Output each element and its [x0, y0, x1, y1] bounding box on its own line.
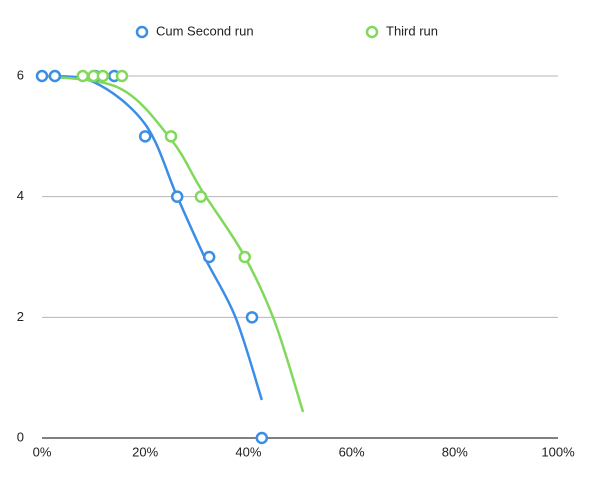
point — [35, 69, 49, 83]
x-tick-label: 80% — [442, 444, 468, 459]
point — [170, 190, 184, 203]
point — [194, 190, 208, 203]
x-tick-label: 60% — [339, 444, 365, 459]
y-tick-label: 2 — [17, 309, 24, 324]
point — [76, 69, 90, 83]
point — [96, 69, 110, 83]
y-tick-label: 4 — [17, 188, 24, 203]
legend-marker — [135, 25, 149, 39]
x-tick-label: 20% — [132, 444, 158, 459]
point — [48, 69, 62, 83]
point — [245, 311, 259, 324]
point — [164, 130, 178, 143]
x-tick-label: 40% — [235, 444, 261, 459]
legend-marker — [365, 25, 379, 39]
y-tick-label: 0 — [17, 429, 24, 444]
y-tick-label: 6 — [17, 67, 24, 82]
point — [115, 69, 129, 83]
legend-label: Cum Second run — [156, 23, 254, 38]
point — [202, 250, 216, 264]
point — [255, 431, 269, 445]
point — [238, 250, 252, 264]
point — [138, 130, 152, 143]
trendline — [41, 74, 264, 401]
x-tick-label: 100% — [541, 444, 575, 459]
legend-label: Third run — [386, 23, 438, 38]
x-tick-label: 0% — [33, 444, 52, 459]
trendline — [41, 74, 305, 413]
